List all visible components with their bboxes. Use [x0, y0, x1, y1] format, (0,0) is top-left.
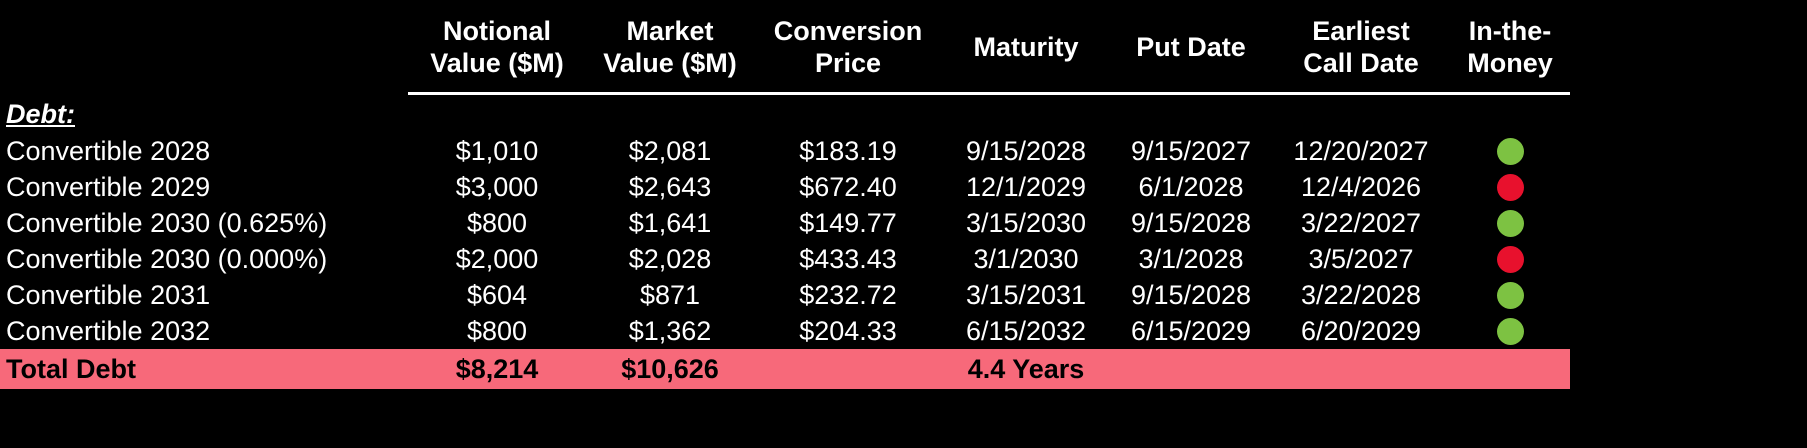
cell-earliest-call-date: 12/20/2027	[1293, 135, 1429, 166]
in-the-money-indicator-icon	[1496, 245, 1524, 273]
cell-earliest-call-date: 3/5/2027	[1308, 243, 1414, 274]
cell-put-date: 6/15/2029	[1130, 315, 1252, 346]
cell-in-the-money	[1450, 133, 1570, 169]
in-the-money-indicator-icon	[1496, 137, 1524, 165]
in-the-money-indicator-icon	[1496, 317, 1524, 345]
col-header-empty	[0, 6, 408, 90]
cell-in-the-money	[1450, 277, 1570, 313]
row-name: Convertible 2030 (0.625%)	[6, 207, 328, 238]
cell-notional-value: $604	[466, 279, 528, 310]
cell-notional-value: $800	[466, 207, 528, 238]
cell-in-the-money	[1450, 313, 1570, 349]
cell-maturity: 6/15/2032	[965, 315, 1087, 346]
cell-maturity: 9/15/2028	[965, 135, 1087, 166]
total-row-label: Total Debt	[0, 349, 408, 389]
cell-market-value: $2,028	[628, 243, 712, 274]
cell-market-value: $1,362	[628, 315, 712, 346]
cell-conversion-price: $232.72	[799, 279, 897, 310]
cell-notional-value: $3,000	[455, 171, 539, 202]
cell-notional-value: $2,000	[455, 243, 539, 274]
in-the-money-indicator-icon	[1496, 281, 1524, 309]
cell-in-the-money	[1450, 169, 1570, 205]
cell-market-value: $2,643	[628, 171, 712, 202]
col-header-in-the-money: In-the- Money	[1467, 16, 1553, 78]
cell-conversion-price: $183.19	[799, 135, 897, 166]
col-header-conversion-price: Conversion Price	[773, 16, 923, 78]
total-notional-value: $8,214	[408, 349, 586, 389]
cell-earliest-call-date: 3/22/2027	[1300, 207, 1422, 238]
cell-maturity: 12/1/2029	[965, 171, 1087, 202]
cell-notional-value: $800	[466, 315, 528, 346]
in-the-money-indicator-icon	[1496, 209, 1524, 237]
debt-table: Notional Value ($M) Market Value ($M) Co…	[0, 6, 1570, 389]
cell-earliest-call-date: 6/20/2029	[1300, 315, 1422, 346]
cell-put-date: 3/1/2028	[1138, 243, 1244, 274]
cell-conversion-price: $672.40	[799, 171, 897, 202]
col-header-notional-value: Notional Value ($M)	[430, 16, 564, 78]
cell-conversion-price: $149.77	[799, 207, 897, 238]
cell-earliest-call-date: 3/22/2028	[1300, 279, 1422, 310]
cell-conversion-price: $433.43	[799, 243, 897, 274]
cell-put-date: 9/15/2028	[1130, 279, 1252, 310]
cell-earliest-call-date: 12/4/2026	[1300, 171, 1422, 202]
cell-maturity: 3/1/2030	[973, 243, 1079, 274]
cell-put-date: 9/15/2028	[1130, 207, 1252, 238]
cell-conversion-price: $204.33	[799, 315, 897, 346]
total-weighted-maturity: 4.4 Years	[942, 349, 1110, 389]
total-put-date	[1110, 349, 1272, 389]
row-name: Convertible 2030 (0.000%)	[6, 243, 328, 274]
row-name: Convertible 2032	[6, 315, 211, 346]
cell-maturity: 3/15/2030	[965, 207, 1087, 238]
cell-in-the-money	[1450, 241, 1570, 277]
cell-maturity: 3/15/2031	[965, 279, 1087, 310]
total-market-value: $10,626	[586, 349, 754, 389]
cell-notional-value: $1,010	[455, 135, 539, 166]
col-header-market-value: Market Value ($M)	[603, 16, 737, 78]
cell-put-date: 9/15/2027	[1130, 135, 1252, 166]
row-name: Convertible 2028	[6, 135, 211, 166]
cell-market-value: $1,641	[628, 207, 712, 238]
row-name: Convertible 2029	[6, 171, 211, 202]
total-in-the-money	[1450, 349, 1570, 389]
in-the-money-indicator-icon	[1496, 173, 1524, 201]
col-header-put-date: Put Date	[1136, 32, 1246, 63]
cell-in-the-money	[1450, 205, 1570, 241]
cell-put-date: 6/1/2028	[1138, 171, 1244, 202]
col-header-earliest-call-date: Earliest Call Date	[1303, 16, 1419, 78]
total-earliest-call-date	[1272, 349, 1450, 389]
section-label-debt: Debt:	[6, 98, 75, 129]
header-divider	[408, 92, 1570, 95]
row-name: Convertible 2031	[6, 279, 211, 310]
total-conversion-price	[754, 349, 942, 389]
cell-market-value: $2,081	[628, 135, 712, 166]
col-header-maturity: Maturity	[973, 32, 1079, 63]
cell-market-value: $871	[639, 279, 701, 310]
